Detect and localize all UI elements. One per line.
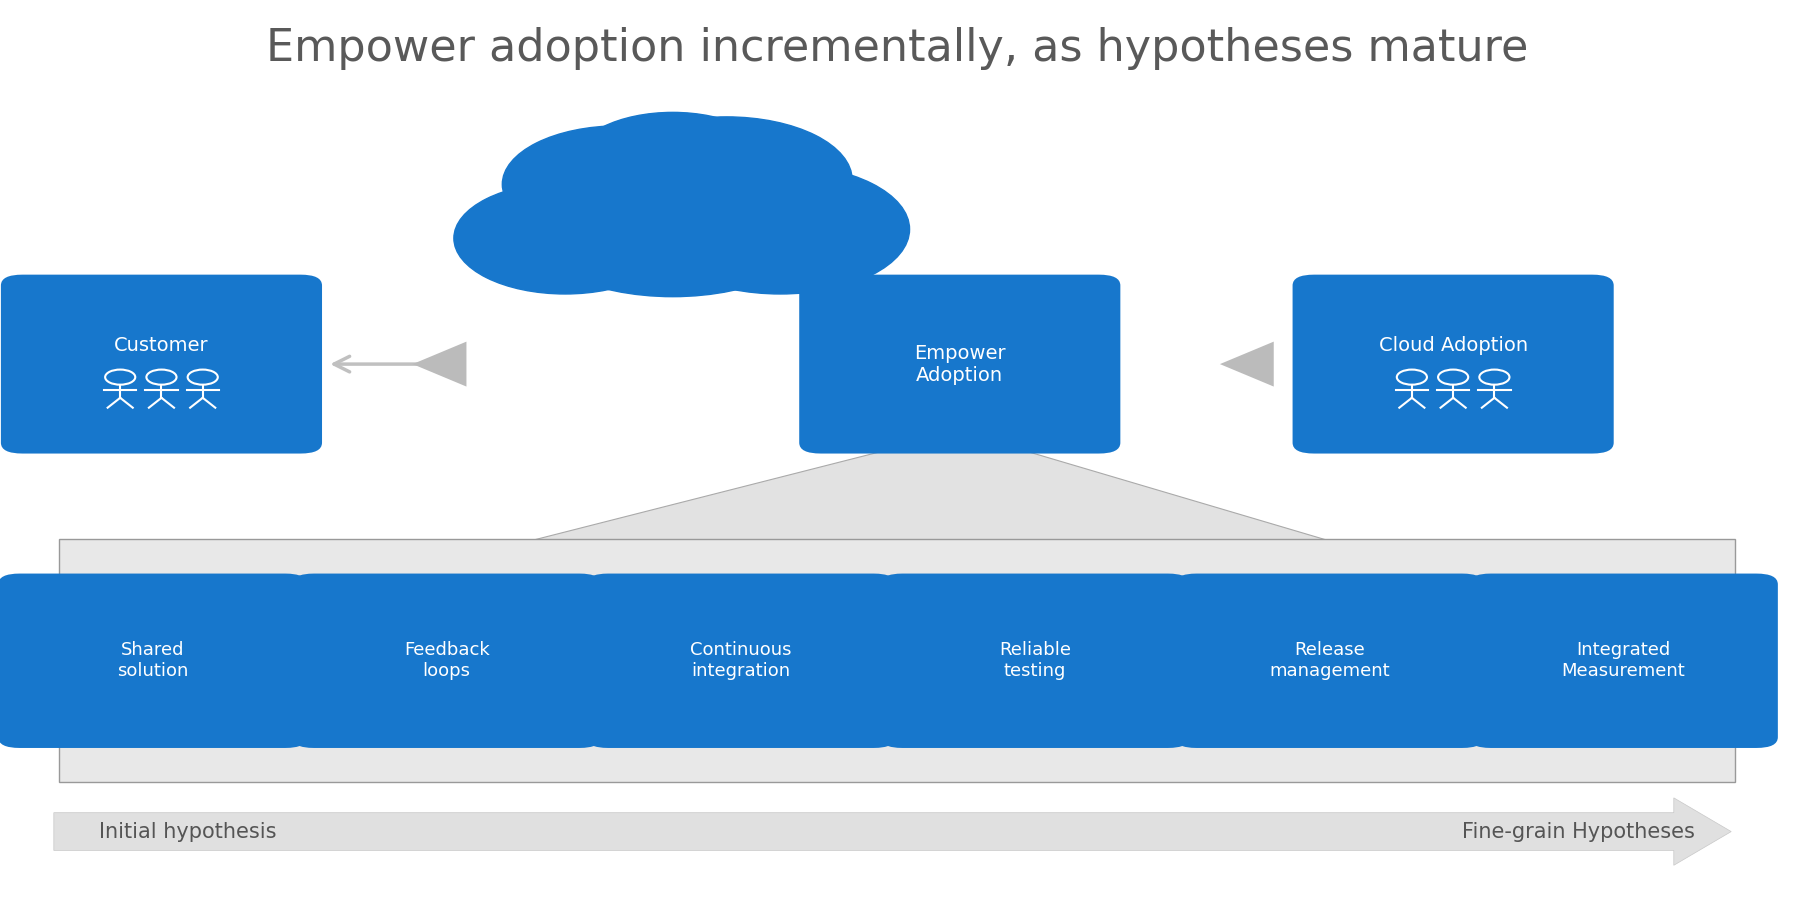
Text: Continuous
integration: Continuous integration [691, 641, 791, 681]
Circle shape [520, 144, 825, 297]
Circle shape [502, 126, 736, 243]
Circle shape [601, 117, 852, 243]
FancyArrow shape [54, 798, 1731, 865]
FancyBboxPatch shape [292, 574, 601, 748]
Text: Customer: Customer [115, 335, 208, 355]
Text: Initial hypothesis: Initial hypothesis [99, 822, 276, 841]
Text: Cloud Adoption: Cloud Adoption [1378, 335, 1528, 355]
Circle shape [454, 182, 676, 294]
Text: Feedback
loops: Feedback loops [404, 641, 490, 681]
FancyBboxPatch shape [587, 574, 895, 748]
FancyBboxPatch shape [881, 574, 1189, 748]
Text: Release
management: Release management [1268, 641, 1390, 681]
Polygon shape [59, 432, 1735, 661]
Circle shape [651, 165, 910, 294]
Text: Fine-grain Hypotheses: Fine-grain Hypotheses [1462, 822, 1695, 841]
Circle shape [574, 112, 771, 211]
Text: Empower
Adoption: Empower Adoption [913, 343, 1006, 385]
FancyBboxPatch shape [1175, 574, 1484, 748]
FancyBboxPatch shape [0, 574, 307, 748]
FancyBboxPatch shape [1469, 574, 1778, 748]
FancyBboxPatch shape [798, 275, 1119, 454]
FancyBboxPatch shape [1292, 275, 1615, 454]
Text: Shared
solution: Shared solution [117, 641, 188, 681]
FancyBboxPatch shape [59, 539, 1735, 782]
Polygon shape [413, 342, 466, 387]
Text: Reliable
testing: Reliable testing [999, 641, 1071, 681]
FancyBboxPatch shape [2, 275, 321, 454]
Text: Empower adoption incrementally, as hypotheses mature: Empower adoption incrementally, as hypot… [266, 27, 1528, 70]
Polygon shape [1220, 342, 1274, 387]
Text: Integrated
Measurement: Integrated Measurement [1563, 641, 1685, 681]
